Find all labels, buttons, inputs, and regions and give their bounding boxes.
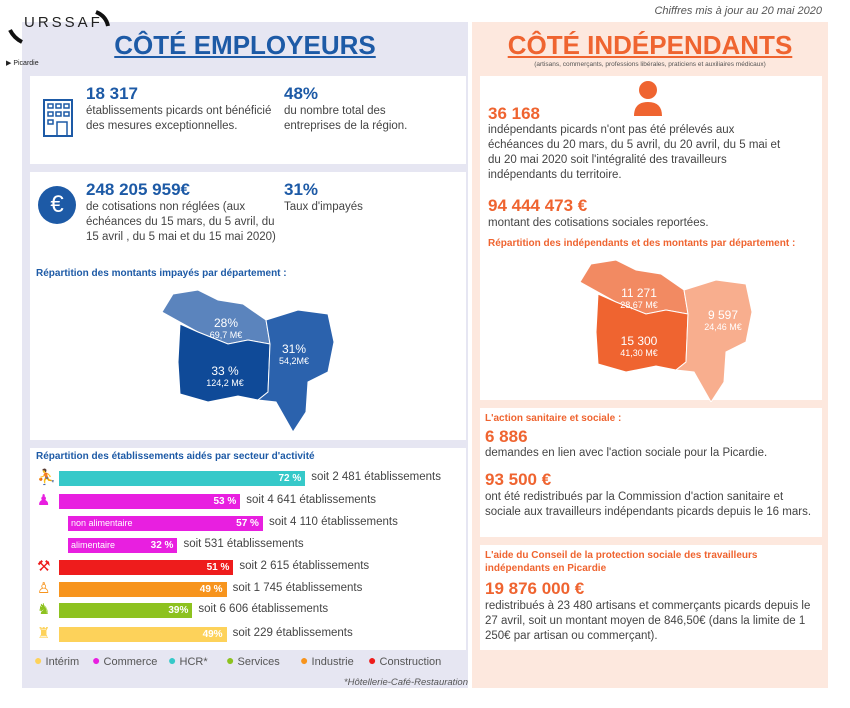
bar-commerce: 53 % <box>59 494 241 509</box>
cpsti-title: L'aide du Conseil de la protection socia… <box>485 550 758 574</box>
deferred-text: montant des cotisations sociales reporté… <box>488 217 709 229</box>
legend-icon: ● <box>226 652 235 668</box>
waiter-icon: ⛹ <box>37 468 56 486</box>
deferred-value: 94 444 473 € <box>488 196 588 215</box>
legend-icon: ● <box>368 652 377 668</box>
map-aisne <box>256 309 335 433</box>
legend-icon: ● <box>34 652 43 668</box>
unpaid-rate-text: Taux d'impayés <box>284 201 363 213</box>
cpsti-text: redistribués à 23 480 artisans et commer… <box>485 600 811 642</box>
industry-worker-icon: ♙ <box>37 579 51 597</box>
bar-value-label: 53 % <box>213 496 237 507</box>
map-label-oise: 33 % 124,2 M€ <box>206 364 244 388</box>
euro-icon: € <box>38 186 76 224</box>
bar-intérim: 49% <box>59 627 227 642</box>
redistributed-value: 93 500 € <box>485 470 552 489</box>
requests-value: 6 886 <box>485 427 528 446</box>
legend-item: ● Commerce <box>92 652 157 668</box>
unpaid-map-title: Répartition des montants impayés par dép… <box>36 268 287 279</box>
legend-item: ● Construction <box>368 652 441 668</box>
building-icon <box>43 99 73 137</box>
map-label-oise: 15 300 41,30 M€ <box>620 334 658 358</box>
redistributed-text: ont été redistribués par la Commission d… <box>485 491 812 518</box>
requests-text: demandes en lien avec l'action sociale p… <box>485 447 768 459</box>
independants-text: indépendants picards n'ont pas été préle… <box>488 124 781 181</box>
bar-count-label: soit 229 établissements <box>232 627 353 639</box>
legend-label: HCR* <box>179 656 208 668</box>
unpaid-text: de cotisations non réglées (aux échéance… <box>86 201 276 243</box>
independants-title: CÔTÉ INDÉPENDANTS <box>507 30 793 60</box>
bar-value-label: 72 % <box>278 473 302 484</box>
map-label-aisne: 31% 54,2M€ <box>278 342 310 366</box>
unpaid-map <box>161 289 335 433</box>
update-date: Chiffres mis à jour au 20 mai 2020 <box>654 5 822 17</box>
office-worker-icon: ♞ <box>37 600 51 618</box>
shopper-icon: ♟ <box>37 491 51 509</box>
bar-count-label: soit 4 641 établissements <box>246 494 377 506</box>
share-value: 48% <box>284 84 319 103</box>
bar-hcr: 72 % <box>59 471 306 486</box>
legend-icon: ● <box>300 652 309 668</box>
urssaf-logo: URSSAF <box>8 8 110 44</box>
map-label-somme: 28% 69,7 M€ <box>209 316 243 340</box>
legend-icon: ● <box>168 652 177 668</box>
bar-value-label: 39% <box>168 605 189 616</box>
bar-non-alimentaire: non alimentaire 57 % <box>68 516 263 531</box>
independants-card: 36 168 indépendants picards n'ont pas ét… <box>480 76 822 402</box>
social-action-title: L'action sanitaire et sociale : <box>485 413 622 424</box>
bar-count-label: soit 2 481 établissements <box>311 471 442 483</box>
region-label: Picardie <box>13 60 39 67</box>
unpaid-value: 248 205 959€ <box>86 180 190 199</box>
bar-value-label: 49 % <box>199 584 223 595</box>
bar-count-label: soit 1 745 établissements <box>232 582 363 594</box>
bar-construction: 51 % <box>59 560 234 575</box>
map-label-somme: 11 271 28,67 M€ <box>620 286 658 310</box>
legend-item: ● Services <box>226 652 280 668</box>
person-icon <box>634 81 662 116</box>
bar-count-label: soit 531 établissements <box>183 538 304 550</box>
legend-label: Intérim <box>45 656 80 668</box>
establishments-card: 18 317 établissements picards ont bénéfi… <box>30 76 466 164</box>
social-action-card: L'action sanitaire et sociale : 6 886 de… <box>480 408 822 537</box>
legend-icon: ● <box>92 652 101 668</box>
cpsti-value: 19 876 000 € <box>485 579 585 598</box>
legend-label: Construction <box>379 656 442 668</box>
bar-value-label: 57 % <box>236 518 259 529</box>
independants-map <box>579 259 753 402</box>
footnote: *Hôtellerie-Café-Restauration <box>343 677 468 688</box>
independants-value: 36 168 <box>488 104 540 123</box>
bar-value-label: 32 % <box>150 540 174 551</box>
legend-label: Services <box>237 656 280 668</box>
bar-value-label: 51 % <box>206 562 230 573</box>
bar-value-label: 49% <box>202 629 223 640</box>
legend-item: ● Intérim <box>34 652 79 668</box>
temp-worker-icon: ♜ <box>37 624 51 642</box>
legend-label: Industrie <box>311 656 354 668</box>
cpsti-card: L'aide du Conseil de la protection socia… <box>480 545 822 650</box>
bar-sector-label: non alimentaire <box>71 518 133 528</box>
bar-sector-label: alimentaire <box>71 540 116 550</box>
sectors-title: Répartition des établissements aidés par… <box>36 451 315 462</box>
map-label-aisne: 9 597 24,46 M€ <box>704 308 742 332</box>
bar-count-label: soit 2 615 établissements <box>239 560 370 572</box>
unpaid-card: € 248 205 959€ de cotisations non réglée… <box>30 172 466 440</box>
independants-subtitle: (artisans, commerçants, professions libé… <box>534 61 766 68</box>
bar-count-label: soit 6 606 établissements <box>198 603 329 615</box>
legend-item: ● HCR* <box>168 652 208 668</box>
establishments-value: 18 317 <box>86 84 138 103</box>
legend-item: ● Industrie <box>300 652 354 668</box>
construction-worker-icon: ⚒ <box>37 557 51 575</box>
bar-industrie: 49 % <box>59 582 227 597</box>
share-text: du nombre total des entreprises de la ré… <box>284 105 408 132</box>
employeurs-title: CÔTÉ EMPLOYEURS <box>114 30 376 60</box>
bar-alimentaire: alimentaire 32 % <box>68 538 178 553</box>
bar-services: 39% <box>59 603 193 618</box>
unpaid-rate: 31% <box>284 180 319 199</box>
independants-map-title: Répartition des indépendants et des mont… <box>488 238 796 249</box>
bar-count-label: soit 4 110 établissements <box>268 516 398 528</box>
map-aisne <box>674 279 753 402</box>
legend-label: Commerce <box>103 656 158 668</box>
establishments-text: établissements picards ont bénéficié des… <box>86 105 272 132</box>
region-link[interactable]: ▶ Picardie <box>6 60 39 67</box>
